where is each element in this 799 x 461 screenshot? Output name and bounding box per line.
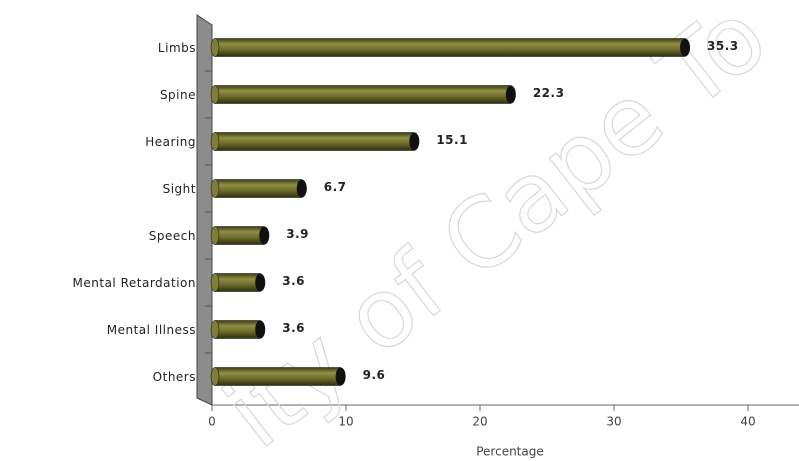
x-tick-label: 30: [606, 415, 621, 429]
y-tick-label: Mental Illness: [107, 323, 196, 337]
value-label: 35.3: [707, 39, 739, 53]
x-axis-label: Percentage: [476, 445, 544, 459]
value-label: 3.6: [282, 321, 305, 335]
x-tick-label: 10: [338, 415, 353, 429]
bar: [214, 367, 341, 386]
x-tick-label: 40: [740, 415, 755, 429]
bar-cap: [259, 226, 270, 245]
bar-base: [210, 85, 220, 104]
y-tick-label: Hearing: [145, 135, 196, 149]
bar-cap: [409, 132, 420, 151]
bar-cap: [505, 85, 516, 104]
bar-cap: [255, 320, 266, 339]
bar-cap: [680, 38, 691, 57]
x-tick-label: 20: [472, 415, 487, 429]
y-tick-label: Spine: [160, 88, 196, 102]
bar-base: [210, 273, 220, 292]
bar: [214, 320, 261, 339]
bar: [214, 85, 512, 104]
value-label: 15.1: [436, 133, 468, 147]
bar-base: [210, 320, 220, 339]
bar: [214, 179, 303, 198]
bar-base: [210, 179, 220, 198]
bar-base: [210, 367, 220, 386]
value-label: 22.3: [533, 86, 565, 100]
bar-base: [210, 132, 220, 151]
x-tick-label: 0: [208, 415, 216, 429]
y-tick-label: Sight: [163, 182, 196, 196]
value-label: 6.7: [324, 180, 347, 194]
bar-cap: [296, 179, 307, 198]
y-tick-label: Others: [153, 370, 196, 384]
value-label: 3.9: [286, 227, 309, 241]
bar-cap: [255, 273, 266, 292]
value-label: 3.6: [282, 274, 305, 288]
bar: [214, 132, 415, 151]
value-label: 9.6: [363, 368, 386, 382]
bar-base: [210, 226, 220, 245]
bar: [214, 226, 265, 245]
bar: [214, 273, 261, 292]
bar-cap: [335, 367, 346, 386]
bar: [214, 38, 686, 57]
y-tick-label: Speech: [149, 229, 196, 243]
bar-base: [210, 38, 220, 57]
y-tick-label: Limbs: [158, 41, 196, 55]
y-tick-label: Mental Retardation: [73, 276, 196, 290]
back-wall: [196, 14, 213, 406]
